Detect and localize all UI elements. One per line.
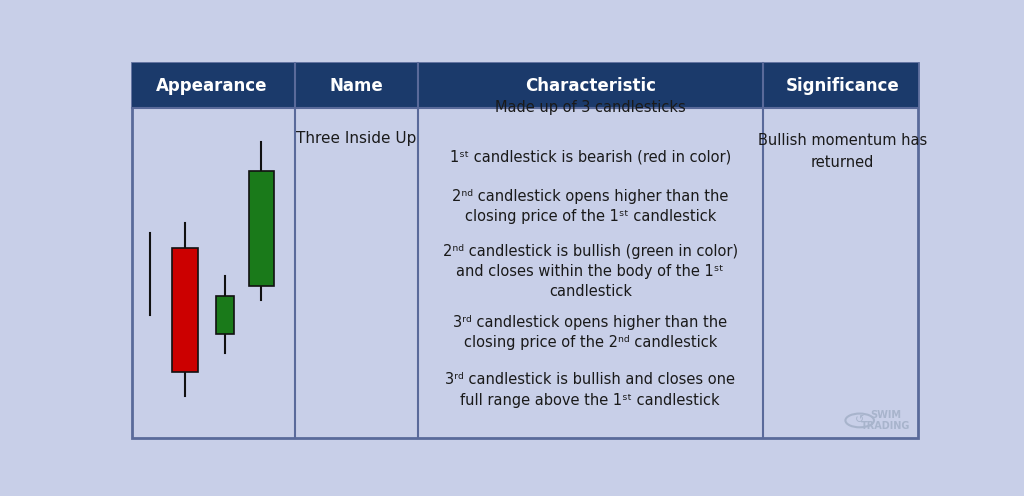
Text: ↺: ↺	[855, 416, 864, 426]
Text: 3ʳᵈ candlestick opens higher than the
closing price of the 2ⁿᵈ candlestick: 3ʳᵈ candlestick opens higher than the cl…	[454, 315, 727, 350]
Text: 2ⁿᵈ candlestick is bullish (green in color)
and closes within the body of the 1ˢ: 2ⁿᵈ candlestick is bullish (green in col…	[442, 244, 738, 300]
Text: Characteristic: Characteristic	[524, 77, 655, 95]
Text: Significance: Significance	[785, 77, 899, 95]
Text: 2ⁿᵈ candlestick opens higher than the
closing price of the 1ˢᵗ candlestick: 2ⁿᵈ candlestick opens higher than the cl…	[452, 189, 728, 224]
Text: 1ˢᵗ candlestick is bearish (red in color): 1ˢᵗ candlestick is bearish (red in color…	[450, 149, 731, 164]
Text: 3ʳᵈ candlestick is bullish and closes one
full range above the 1ˢᵗ candlestick: 3ʳᵈ candlestick is bullish and closes on…	[445, 372, 735, 408]
Bar	[132, 63, 918, 109]
Bar	[249, 171, 274, 286]
Text: SWIM
TRADING: SWIM TRADING	[861, 410, 910, 431]
Text: Made up of 3 candlesticks: Made up of 3 candlesticks	[495, 100, 686, 115]
Text: Appearance: Appearance	[156, 77, 267, 95]
Text: Three Inside Up: Three Inside Up	[296, 131, 417, 146]
Bar	[216, 296, 233, 334]
Bar	[172, 248, 198, 372]
Text: Bullish momentum has
returned: Bullish momentum has returned	[758, 133, 927, 170]
Text: Name: Name	[330, 77, 383, 95]
